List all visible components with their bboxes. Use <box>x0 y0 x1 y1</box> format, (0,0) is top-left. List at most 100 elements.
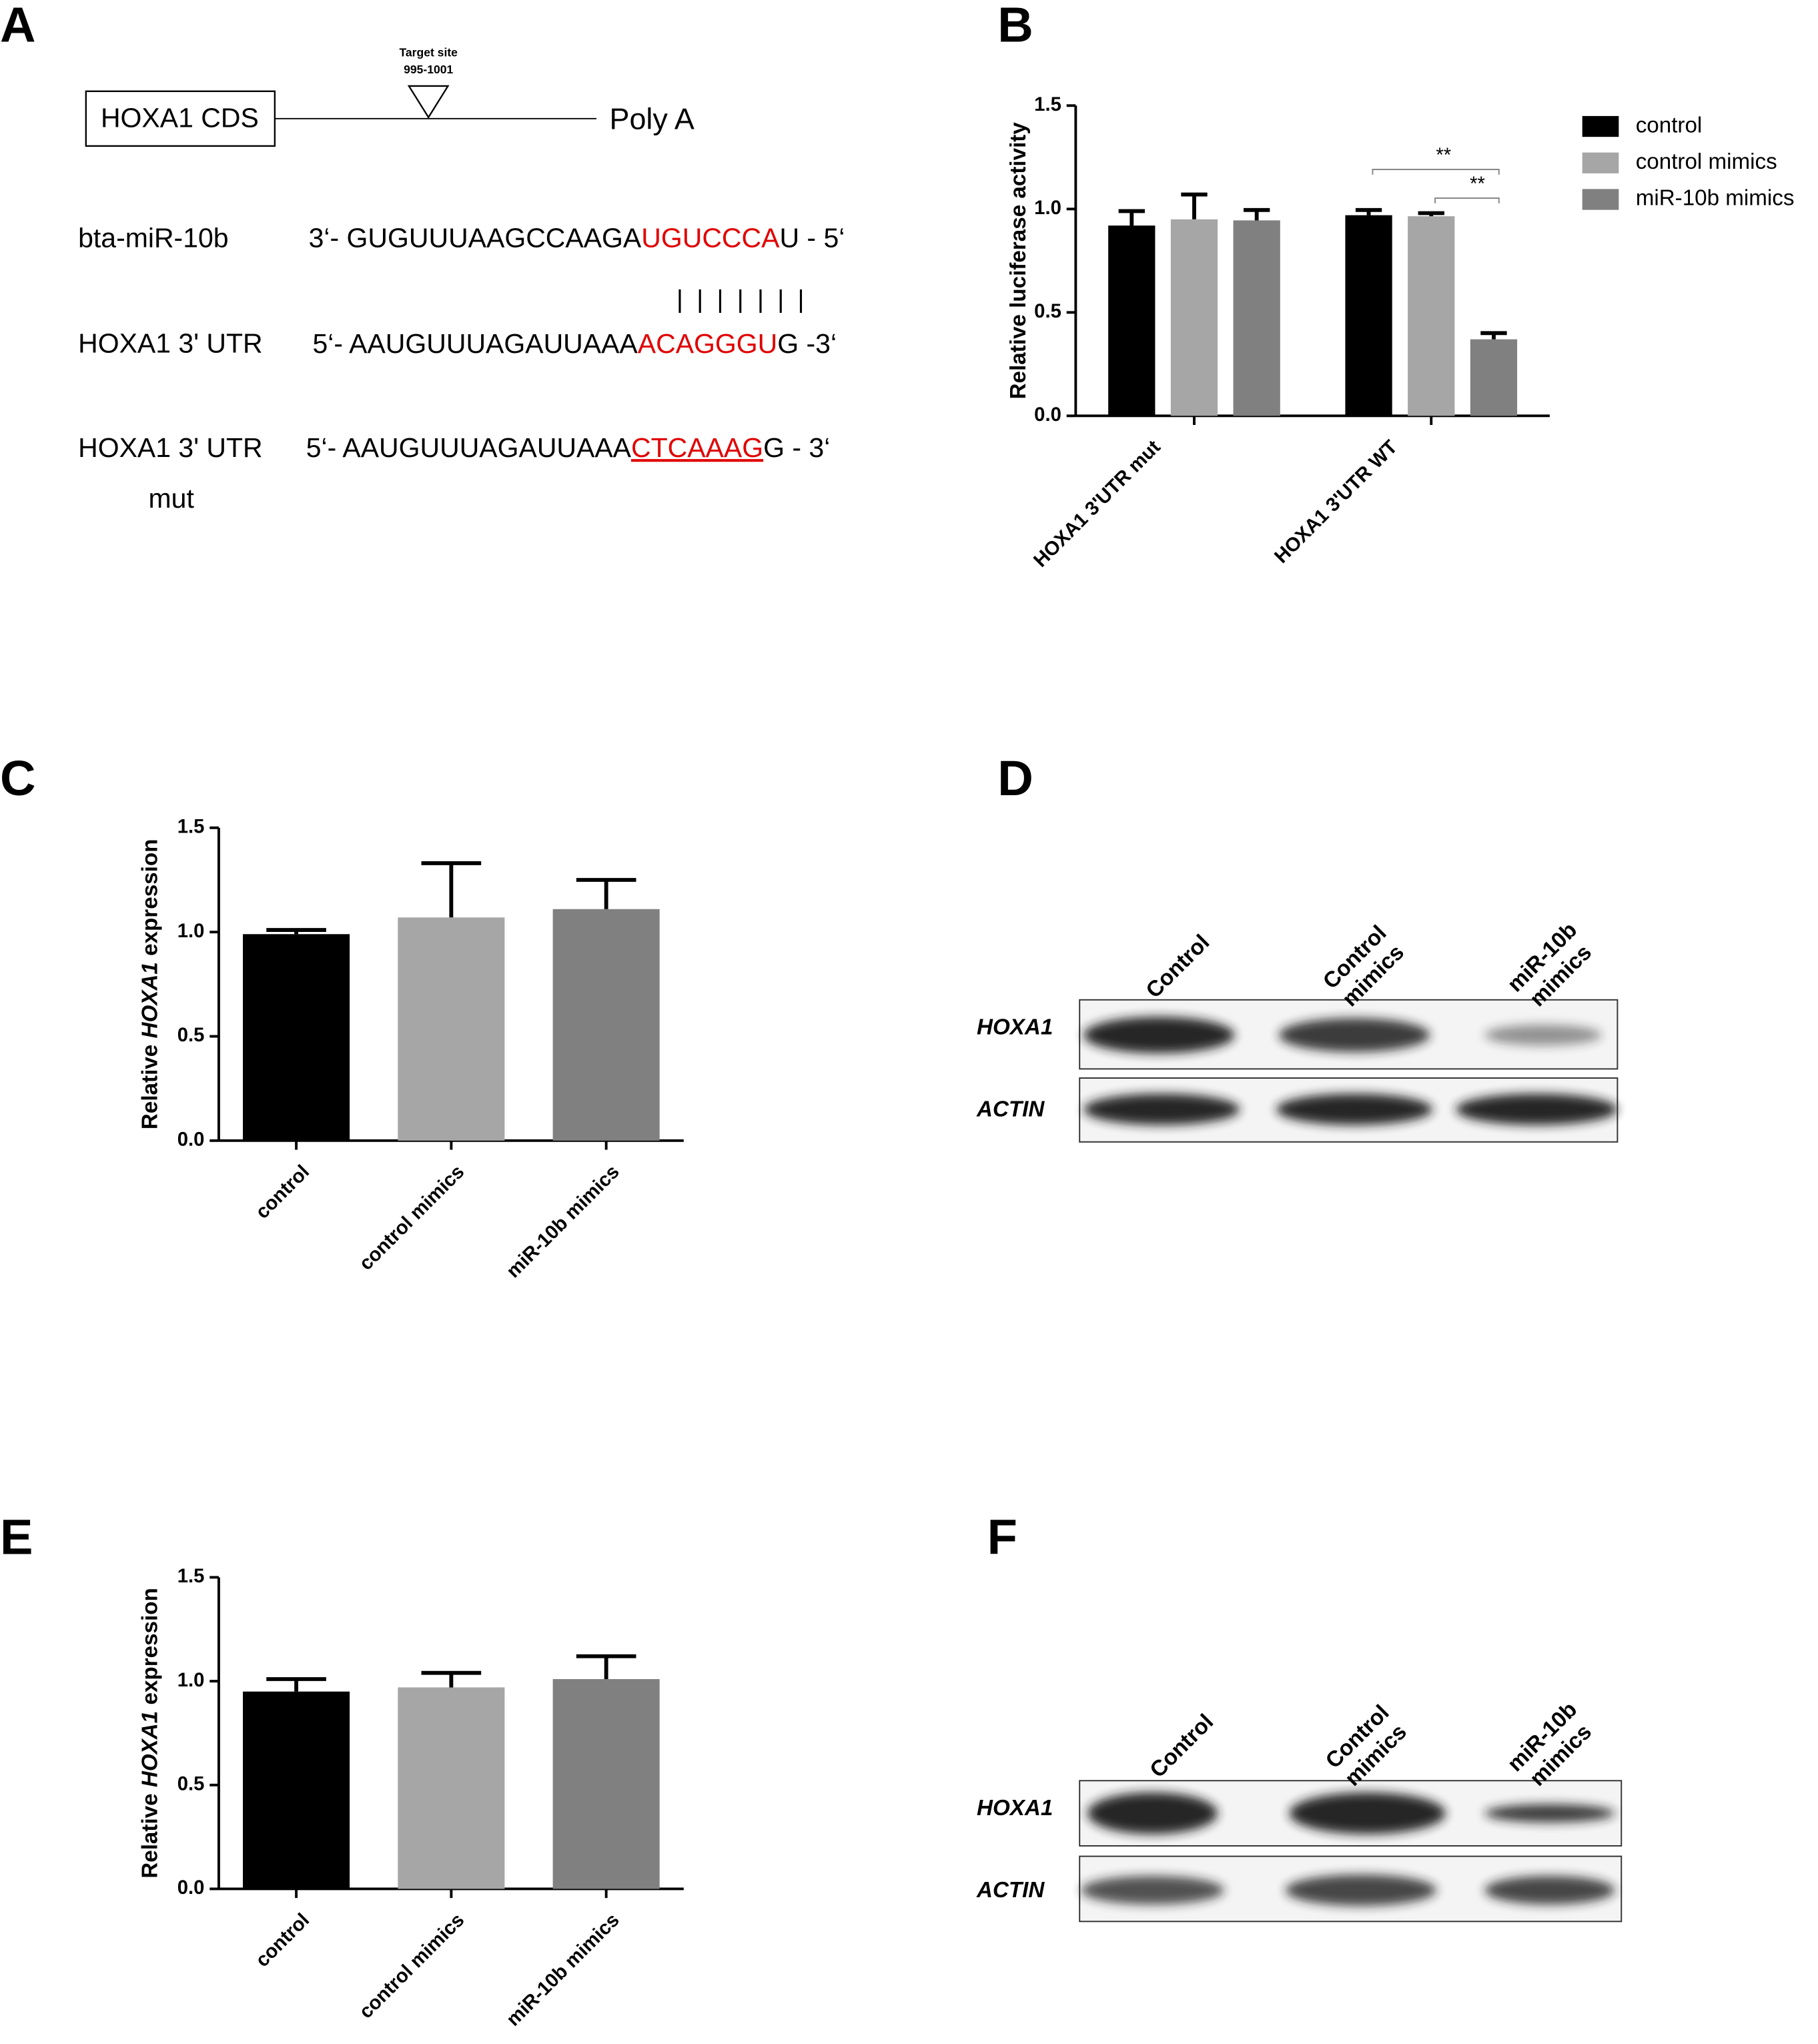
legend-swatch <box>1582 189 1619 210</box>
bar <box>1233 220 1280 416</box>
error-bar <box>266 928 326 935</box>
bar <box>398 1687 505 1889</box>
target-marker <box>407 85 450 119</box>
error-bar <box>1244 207 1270 221</box>
x-tick-label: control <box>252 1161 314 1223</box>
seq-seed: ACAGGGU <box>638 328 777 359</box>
y-tick-label: 0.0 <box>177 1877 205 1899</box>
y-tick-label: 0.5 <box>1034 300 1061 322</box>
x-tick-label: miR-10b mimics <box>502 1909 624 2031</box>
y-tick-label: 1.5 <box>177 1565 205 1587</box>
bar <box>1345 215 1392 416</box>
bar <box>1170 219 1218 416</box>
y-axis-label: Relative HOXA1 expression <box>137 1588 162 1879</box>
y-label-part: expression <box>137 839 162 963</box>
panel-label: C <box>0 750 36 806</box>
lane-label-line: Control <box>1145 1709 1218 1782</box>
y-tick-label: 1.0 <box>1034 197 1061 219</box>
y-tick-label: 0.0 <box>177 1129 205 1151</box>
bar <box>552 909 660 1141</box>
y-tick-label: 1.5 <box>1034 93 1061 115</box>
lane-label: Controlmimics <box>1321 1700 1412 1792</box>
seq-part: U - 5‘ <box>779 222 845 253</box>
legend-label: control <box>1636 113 1703 137</box>
blot-band <box>1484 1804 1615 1823</box>
row-sublabel: mut <box>149 483 195 514</box>
blot-band <box>1276 1093 1433 1125</box>
panel-label: B <box>997 0 1033 53</box>
error-bar <box>576 1654 636 1679</box>
sequence: 5‘- AAUGUUUAGAUUAAACTCAAAGG - 3‘ <box>306 432 831 463</box>
x-tick-label: control mimics <box>355 1909 469 2023</box>
blot-band <box>1083 1093 1240 1125</box>
error-bar <box>1118 209 1145 226</box>
significance-bracket <box>1434 197 1500 203</box>
error-bar <box>1181 192 1208 219</box>
error-bar <box>1355 207 1382 215</box>
y-tick-label: 1.0 <box>177 920 205 942</box>
seq-part: G - 3‘ <box>763 432 830 463</box>
bar <box>1470 339 1518 416</box>
seq-part: 5‘- AAUGUUUAGAUUAAA <box>312 328 638 359</box>
bar <box>243 934 350 1141</box>
error-bar <box>1418 211 1444 217</box>
blot-band <box>1289 1792 1446 1835</box>
bar <box>1108 225 1156 416</box>
lane-label: Control <box>1145 1709 1218 1782</box>
blot-band <box>1083 1017 1235 1053</box>
pairing-bars <box>678 289 803 313</box>
lane-label-line: Control <box>1142 930 1215 1003</box>
error-bar <box>421 861 482 918</box>
blot-band <box>1278 1018 1430 1052</box>
target-range: 995-1001 <box>404 63 453 76</box>
blot-band <box>1484 1024 1602 1046</box>
blot-band <box>1456 1093 1618 1125</box>
y-axis-label: Relative luciferase activity <box>1006 122 1031 400</box>
y-axis-label: Relative HOXA1 expression <box>137 839 162 1130</box>
seq-part: G -3‘ <box>777 328 837 359</box>
x-tick-label: HOXA1 3'UTR mut <box>1029 436 1165 571</box>
row-label: HOXA1 <box>977 1015 1053 1040</box>
legend-label: control mimics <box>1636 149 1777 174</box>
seq-mutation: CTCAAAG <box>631 432 763 463</box>
blot-band <box>1087 1792 1218 1835</box>
y-tick-label: 0.5 <box>177 1024 205 1046</box>
seq-part: 5‘- AAUGUUUAGAUUAAA <box>306 432 632 463</box>
x-tick-label: control <box>252 1909 314 1972</box>
error-bar <box>576 878 636 909</box>
x-tick-label: control mimics <box>355 1161 469 1275</box>
y-label-part: Relative <box>137 1787 162 1879</box>
error-bar <box>266 1677 326 1692</box>
y-label-part: Relative <box>137 1039 162 1130</box>
row-label: HOXA1 <box>977 1796 1053 1821</box>
blot-band <box>1081 1875 1224 1905</box>
seq-seed: UGUCCCA <box>641 222 780 253</box>
sequence: 3‘- GUGUUUAAGCCAAGAUGUCCCAU - 5‘ <box>309 222 845 253</box>
error-bar <box>1480 331 1507 340</box>
y-label-part: expression <box>137 1588 162 1711</box>
significance-bracket <box>1372 169 1500 175</box>
panel-label: D <box>997 750 1033 806</box>
y-tick-label: 0.5 <box>177 1773 205 1795</box>
seq-part: 3‘- GUGUUUAAGCCAAGA <box>309 222 642 253</box>
error-bar <box>421 1670 482 1688</box>
row-label: HOXA1 3' UTR <box>78 328 263 359</box>
row-label: ACTIN <box>976 1097 1045 1122</box>
y-label-part: HOXA1 <box>137 962 162 1038</box>
legend-label: miR-10b mimics <box>1636 186 1795 211</box>
lane-label: Controlmimics <box>1318 921 1410 1012</box>
x-tick-label: HOXA1 3'UTR WT <box>1270 436 1402 568</box>
bar <box>398 917 505 1141</box>
row-label: bta-miR-10b <box>78 222 228 253</box>
panel-label: E <box>0 1509 33 1564</box>
blot-band <box>1484 1875 1615 1905</box>
target-site: Target site <box>399 46 458 59</box>
panel-label: F <box>987 1509 1017 1564</box>
cds-label: HOXA1 CDS <box>101 103 259 133</box>
legend-swatch <box>1582 152 1619 173</box>
bar <box>552 1679 660 1889</box>
lane-label: Control <box>1142 930 1215 1003</box>
x-tick-label: miR-10b mimics <box>502 1161 624 1282</box>
poly-a: Poly A <box>610 102 695 136</box>
